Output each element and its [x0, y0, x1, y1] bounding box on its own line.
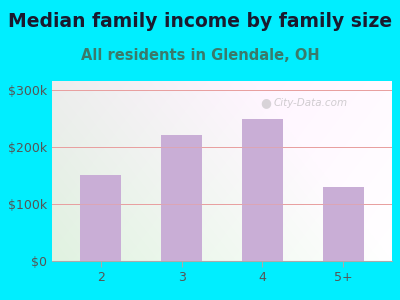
Bar: [161, 135, 202, 261]
Bar: [80, 175, 121, 261]
Bar: [323, 187, 364, 261]
Text: All residents in Glendale, OH: All residents in Glendale, OH: [81, 48, 319, 63]
Text: Median family income by family size: Median family income by family size: [8, 12, 392, 31]
Text: City-Data.com: City-Data.com: [273, 98, 348, 108]
Text: ●: ●: [261, 96, 272, 109]
Bar: [242, 119, 283, 261]
